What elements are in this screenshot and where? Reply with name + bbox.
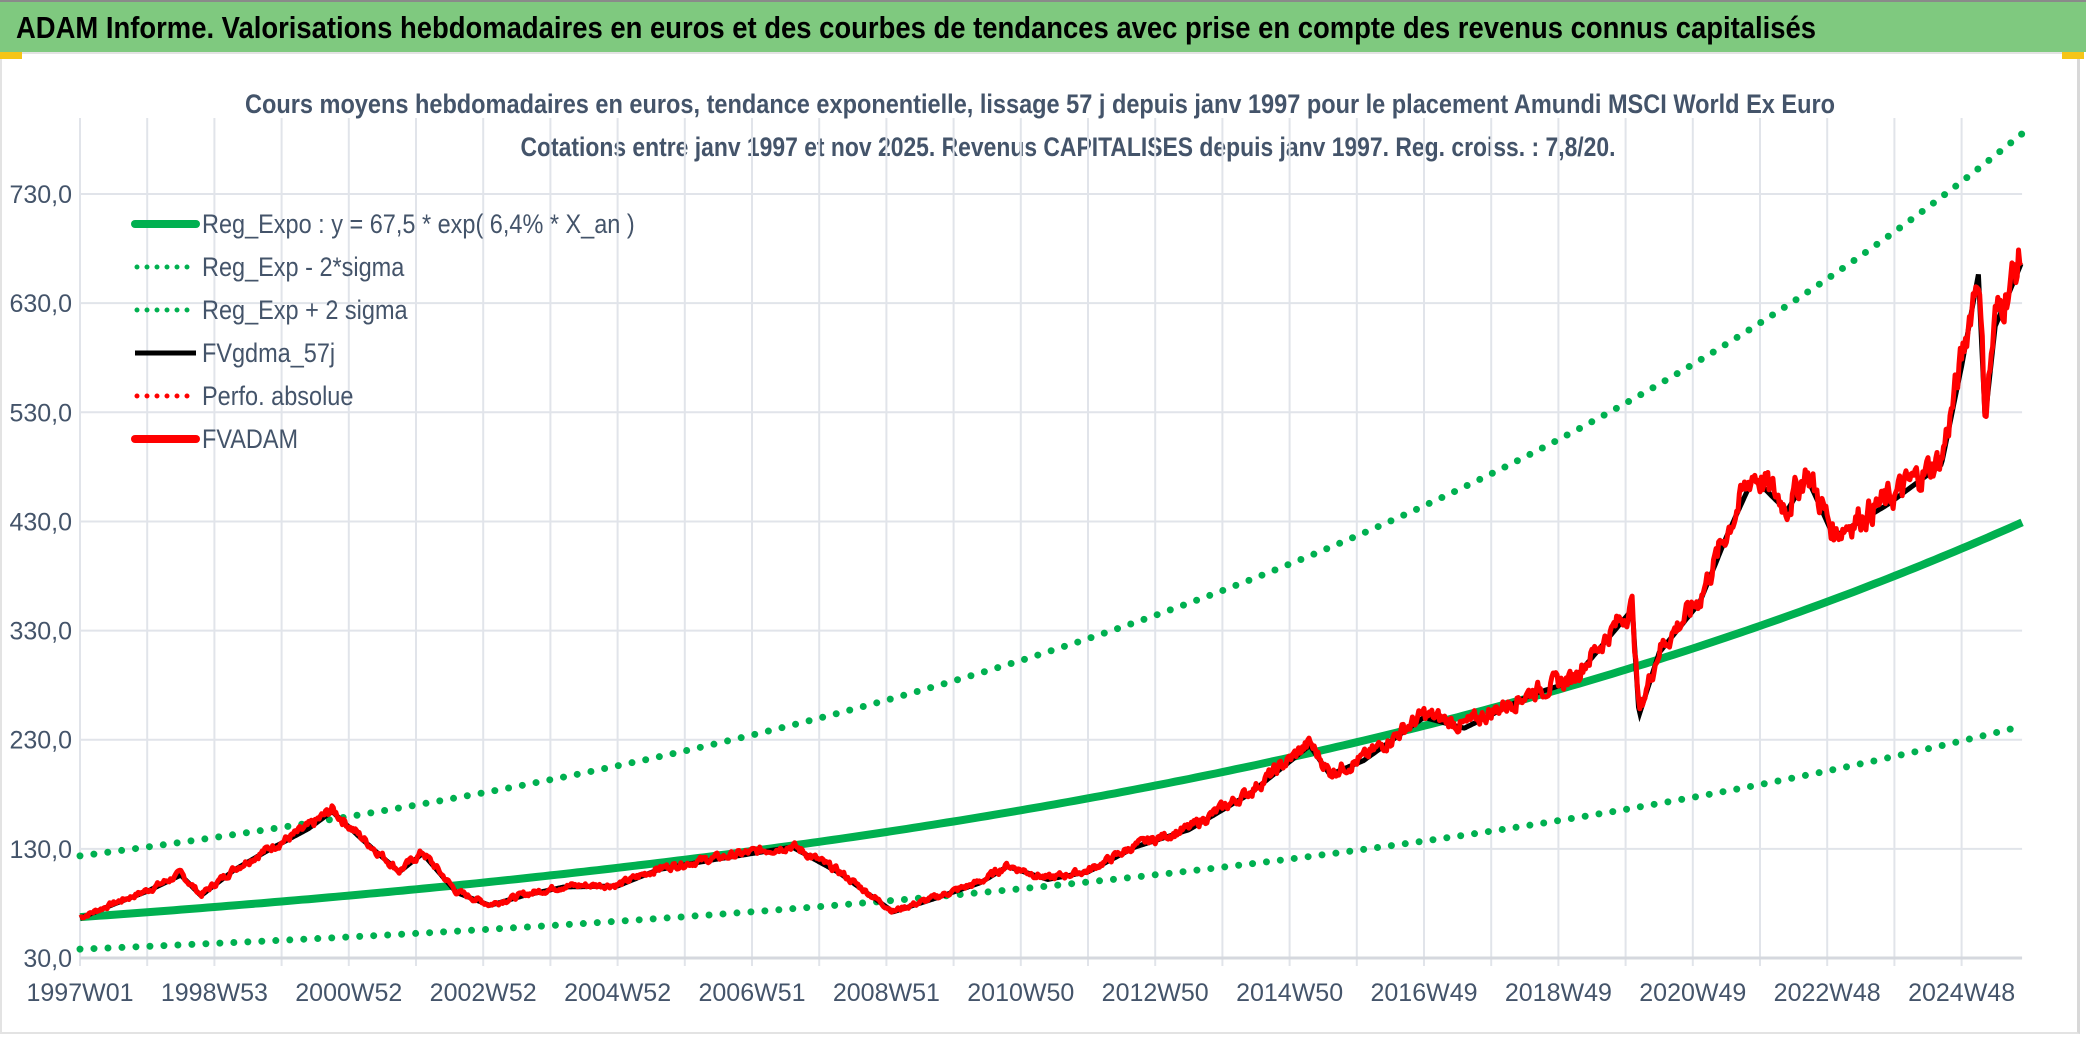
- x-tick-label: 2002W52: [430, 979, 537, 1007]
- y-tick-label: 30,0: [23, 945, 72, 973]
- x-tick-label: 1997W01: [26, 979, 133, 1007]
- x-axis: 1997W01 1998W53 2000W52 2002W52 2004W52 2006W…: [26, 979, 2015, 1007]
- y-tick-label: 730,0: [9, 181, 72, 209]
- x-tick-label: 1998W53: [161, 979, 268, 1007]
- x-tick-label: 2000W52: [295, 979, 402, 1007]
- x-tick-label: 2016W49: [1370, 979, 1477, 1007]
- y-tick-label: 530,0: [9, 399, 72, 427]
- legend-label: FVADAM: [202, 425, 298, 455]
- y-tick-label: 130,0: [9, 836, 72, 864]
- x-tick-label: 2024W48: [1908, 979, 2015, 1007]
- y-axis: 30,0 130,0 230,0 330,0 430,0 530,0 630,0 730,0: [9, 181, 72, 973]
- x-tick-label: 2018W49: [1505, 979, 1612, 1007]
- chart-title: Cours moyens hebdomadaires en euros, ten…: [245, 89, 1835, 119]
- legend-label: Reg_Exp + 2 sigma: [202, 296, 408, 326]
- report-title-bar: [0, 0, 2086, 52]
- x-tick-label: 2004W52: [564, 979, 671, 1007]
- x-tick-label: 2006W51: [698, 979, 805, 1007]
- x-tick-label: 2010W50: [967, 979, 1074, 1007]
- gridlines: [79, 118, 2023, 966]
- chart-subtitle: Cotations entre janv 1997 et nov 2025. R…: [521, 132, 1616, 162]
- x-tick-label: 2008W51: [833, 979, 940, 1007]
- series-reg-minus-2sigma: [76, 722, 2026, 953]
- y-tick-label: 630,0: [9, 290, 72, 318]
- chart-frame: [0, 52, 2080, 1034]
- series-reg-expo: [79, 518, 2024, 922]
- report-title: ADAM Informe. Valorisations hebdomadaire…: [16, 10, 1816, 45]
- y-tick-label: 230,0: [9, 727, 72, 755]
- legend: Reg_Expo : y = 67,5 * exp( 6,4% * X_an )…: [131, 210, 635, 455]
- selection-handle: [0, 52, 22, 59]
- selection-handle: [2062, 52, 2084, 59]
- x-tick-label: 2022W48: [1774, 979, 1881, 1007]
- series-fvadam: [78, 247, 2023, 921]
- x-tick-label: 2020W49: [1639, 979, 1746, 1007]
- series-reg-plus-2sigma: [76, 130, 2026, 860]
- x-tick-label: 2012W50: [1102, 979, 1209, 1007]
- y-tick-label: 330,0: [9, 618, 72, 646]
- y-tick-label: 430,0: [9, 508, 72, 536]
- legend-label: Reg_Expo : y = 67,5 * exp( 6,4% * X_an ): [202, 210, 635, 240]
- series-fvgdma-57j: [79, 262, 2024, 921]
- x-tick-label: 2014W50: [1236, 979, 1343, 1007]
- plot-area: [76, 130, 2026, 953]
- legend-label: Reg_Exp - 2*sigma: [202, 253, 405, 283]
- legend-label: FVgdma_57j: [202, 339, 335, 369]
- legend-label: Perfo. absolue: [202, 382, 353, 412]
